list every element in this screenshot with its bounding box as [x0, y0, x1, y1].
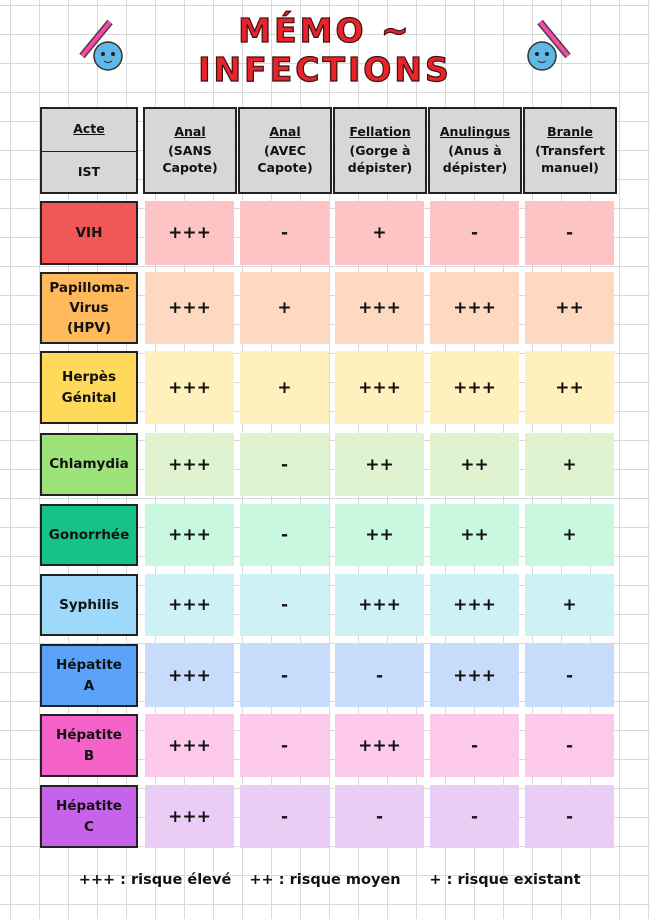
- risk-cell: ++: [525, 272, 614, 344]
- column-detail: (Gorge à dépister): [347, 143, 413, 175]
- column-detail: (Anus à dépister): [442, 143, 508, 175]
- column-header: Anulingus (Anus à dépister): [428, 107, 522, 194]
- ist-cell: Hépatite B: [40, 714, 138, 777]
- risk-cell: +++: [145, 351, 234, 424]
- risk-cell: -: [430, 785, 519, 848]
- risk-cell: +: [525, 433, 614, 496]
- risk-cell: -: [525, 644, 614, 707]
- legend-item: ++ : risque moyen: [249, 872, 401, 888]
- risk-cell: ++: [525, 351, 614, 424]
- risk-cell: ++: [335, 433, 424, 496]
- risk-cell: +++: [430, 644, 519, 707]
- risk-cell: +++: [145, 714, 234, 777]
- risk-cell: -: [335, 644, 424, 707]
- header-cell: Acte: [40, 107, 138, 152]
- header-acte-text: Acte: [73, 120, 105, 136]
- risk-cell: ++: [335, 504, 424, 566]
- risk-cell: +++: [145, 272, 234, 344]
- risk-cell: -: [240, 644, 329, 707]
- risk-cell: -: [240, 201, 329, 265]
- column-name: Anal: [269, 124, 301, 140]
- risk-cell: +++: [145, 785, 234, 848]
- header-cell: IST: [40, 151, 138, 194]
- risk-cell: ++: [430, 433, 519, 496]
- risk-cell: +++: [335, 714, 424, 777]
- virus-icon: [79, 19, 123, 71]
- risk-cell: -: [240, 504, 329, 566]
- risk-cell: +++: [430, 574, 519, 636]
- ist-cell: Hépatite C: [40, 785, 138, 848]
- risk-cell: -: [525, 714, 614, 777]
- ist-cell: Papilloma-Virus (HPV): [40, 272, 138, 344]
- risk-cell: +++: [335, 574, 424, 636]
- column-name: Anulingus: [439, 124, 511, 140]
- risk-cell: -: [430, 714, 519, 777]
- risk-cell: -: [240, 433, 329, 496]
- risk-cell: +++: [430, 351, 519, 424]
- column-name: Fellation: [349, 124, 411, 140]
- column-name: Branle: [547, 124, 593, 140]
- ist-cell: Hépatite A: [40, 644, 138, 707]
- column-detail: (AVEC Capote): [257, 143, 313, 175]
- ist-cell: Herpès Génital: [40, 351, 138, 424]
- risk-cell: -: [240, 714, 329, 777]
- ist-cell: Syphilis: [40, 574, 138, 636]
- risk-cell: +: [240, 351, 329, 424]
- risk-cell: +++: [145, 504, 234, 566]
- risk-cell: +++: [335, 351, 424, 424]
- risk-cell: -: [240, 785, 329, 848]
- risk-cell: +++: [430, 272, 519, 344]
- risk-cell: +++: [145, 574, 234, 636]
- risk-cell: +: [525, 574, 614, 636]
- risk-cell: -: [335, 785, 424, 848]
- legend-item: + : risque existant: [429, 872, 581, 888]
- column-header: Anal (AVEC Capote): [238, 107, 332, 194]
- risk-cell: +: [335, 201, 424, 265]
- risk-cell: +: [525, 504, 614, 566]
- virus-icon: [527, 19, 571, 71]
- risk-cell: -: [525, 201, 614, 265]
- title: MÉMO ~ INFECTIONS: [198, 10, 452, 89]
- risk-cell: ++: [430, 504, 519, 566]
- risk-cell: +++: [145, 433, 234, 496]
- risk-cell: +: [240, 272, 329, 344]
- header-acte: Acte: [73, 121, 105, 138]
- column-header: Anal (SANS Capote): [143, 107, 237, 194]
- ist-cell: VIH: [40, 201, 138, 265]
- column-header: Fellation (Gorge à dépister): [333, 107, 427, 194]
- column-header: Branle (Transfert manuel): [523, 107, 617, 194]
- column-detail: (SANS Capote): [162, 143, 218, 175]
- risk-cell: -: [240, 574, 329, 636]
- ist-cell: Gonorrhée: [40, 504, 138, 566]
- legend-item: +++ : risque élevé: [78, 872, 232, 888]
- ist-cell: Chlamydia: [40, 433, 138, 496]
- column-detail: (Transfert manuel): [535, 143, 605, 175]
- risk-cell: -: [430, 201, 519, 265]
- risk-cell: +++: [145, 201, 234, 265]
- risk-cell: +++: [145, 644, 234, 707]
- risk-cell: +++: [335, 272, 424, 344]
- column-name: Anal: [174, 124, 206, 140]
- risk-cell: -: [525, 785, 614, 848]
